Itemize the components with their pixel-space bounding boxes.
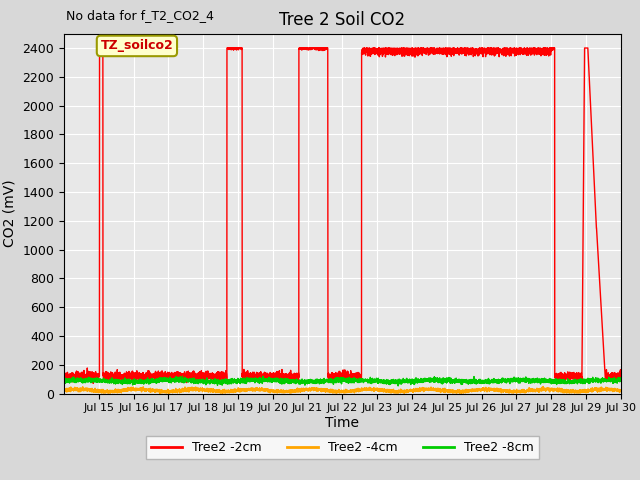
Text: TZ_soilco2: TZ_soilco2 — [100, 39, 173, 52]
Text: No data for f_T2_CO2_4: No data for f_T2_CO2_4 — [66, 9, 214, 22]
Line: Tree2 -8cm: Tree2 -8cm — [64, 376, 621, 386]
Line: Tree2 -2cm: Tree2 -2cm — [64, 48, 621, 384]
Tree2 -2cm — [617, 375, 625, 381]
Tree2 -2cm — [96, 45, 104, 51]
Tree2 -8cm — [476, 380, 483, 385]
Tree2 -2cm — [90, 381, 97, 386]
Tree2 -8cm — [273, 377, 281, 383]
Tree2 -4cm — [540, 384, 547, 389]
Title: Tree 2 Soil CO2: Tree 2 Soil CO2 — [279, 11, 406, 29]
Tree2 -8cm — [394, 379, 402, 385]
Line: Tree2 -4cm: Tree2 -4cm — [64, 386, 621, 393]
Tree2 -8cm — [394, 383, 402, 389]
Tree2 -8cm — [161, 377, 169, 383]
Tree2 -8cm — [422, 376, 430, 382]
Tree2 -4cm — [422, 386, 430, 392]
X-axis label: Time: Time — [325, 416, 360, 430]
Tree2 -4cm — [161, 388, 169, 394]
Tree2 -4cm — [476, 386, 483, 392]
Tree2 -8cm — [60, 378, 68, 384]
Tree2 -2cm — [518, 49, 526, 55]
Tree2 -4cm — [617, 387, 625, 393]
Tree2 -4cm — [95, 390, 103, 396]
Y-axis label: CO2 (mV): CO2 (mV) — [3, 180, 17, 247]
Tree2 -4cm — [273, 387, 281, 393]
Tree2 -4cm — [518, 388, 525, 394]
Legend: Tree2 -2cm, Tree2 -4cm, Tree2 -8cm: Tree2 -2cm, Tree2 -4cm, Tree2 -8cm — [146, 436, 539, 459]
Tree2 -2cm — [273, 372, 281, 378]
Tree2 -2cm — [422, 50, 430, 56]
Tree2 -8cm — [617, 375, 625, 381]
Tree2 -8cm — [259, 373, 266, 379]
Tree2 -2cm — [161, 374, 169, 380]
Tree2 -4cm — [394, 389, 402, 395]
Tree2 -2cm — [476, 47, 483, 53]
Tree2 -2cm — [394, 47, 402, 52]
Tree2 -8cm — [518, 377, 526, 383]
Tree2 -2cm — [60, 372, 68, 378]
Tree2 -4cm — [60, 387, 68, 393]
